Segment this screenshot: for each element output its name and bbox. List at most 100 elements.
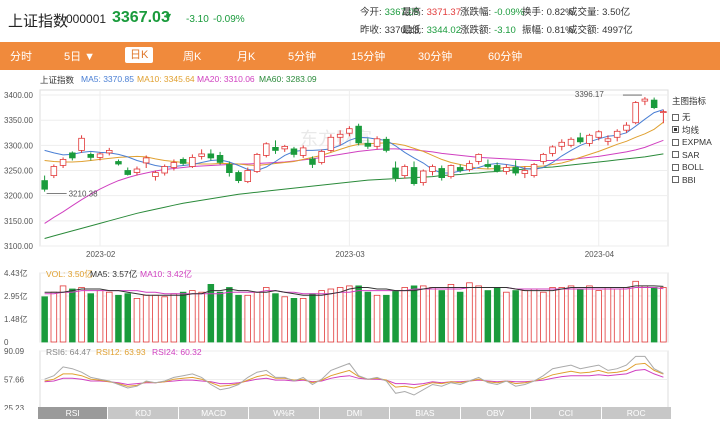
main-indicator-option-1[interactable]: 均线 (672, 124, 712, 137)
candle-body (650, 99, 658, 109)
sub-tab-macd[interactable]: MACD (178, 407, 249, 419)
stat-value: 3367.05 (384, 7, 419, 18)
tab-2[interactable]: 日K (125, 47, 154, 63)
candle-body (179, 159, 187, 164)
checkbox-icon[interactable] (672, 176, 679, 184)
candle-body (309, 158, 316, 165)
main-indicator-option-4[interactable]: BOLL (672, 161, 712, 174)
tab-1[interactable]: 5日 ▼ (64, 51, 96, 63)
checkbox-icon[interactable] (672, 126, 679, 134)
volume-bar (216, 291, 224, 343)
volume-bar (586, 285, 593, 343)
stat-label: 最高: (402, 7, 424, 18)
main-indicator-option-5[interactable]: BBI (672, 174, 712, 187)
main-y-tick: 3400.00 (4, 91, 33, 100)
volume-bar (567, 285, 575, 343)
candle-body (216, 155, 224, 163)
checkbox-icon[interactable] (672, 163, 679, 171)
stat-label: 振幅: (522, 25, 544, 36)
candle-body (383, 138, 390, 151)
candle-body (410, 167, 418, 185)
candle-body (115, 161, 122, 165)
stat-label: 最低: (402, 25, 424, 36)
volume-bar (318, 290, 325, 343)
candle-body (641, 98, 649, 102)
legend-indMain-0: 上证指数 (40, 75, 75, 85)
candle-body (133, 168, 141, 173)
tab-5[interactable]: 5分钟 (288, 51, 317, 63)
stat-1: 最高: 3371.37 (402, 4, 461, 18)
stat-4: 成交量: 3.50亿 (568, 4, 630, 18)
period-tabs: 分时 5日 ▼ 日K 周K 月K 5分钟 15分钟 30分钟 60分钟 (0, 42, 720, 70)
volume-y-tick: 1.48亿 (4, 314, 28, 324)
sub-tab-rsi[interactable]: RSI (38, 407, 108, 419)
candle-body (392, 167, 399, 179)
tab-3[interactable]: 周K (183, 51, 202, 63)
tab-6[interactable]: 15分钟 (351, 51, 386, 63)
option-label: EXPMA (682, 137, 712, 148)
candle-body (87, 154, 95, 158)
candle-body (59, 159, 67, 166)
volume-bar (604, 287, 612, 343)
tab-0[interactable]: 分时 (10, 51, 32, 63)
tab-4[interactable]: 月K (237, 51, 256, 63)
candle-body (503, 167, 510, 172)
checkbox-icon[interactable] (672, 138, 679, 146)
main-indicator-option-0[interactable]: 无 (672, 111, 712, 124)
candle-body (41, 180, 48, 190)
rsi12-line (44, 362, 664, 389)
main-indicator-option-3[interactable]: SAR (672, 149, 712, 162)
volume-bar (475, 285, 482, 343)
candle-body (438, 168, 445, 179)
volume-bar (290, 297, 298, 343)
volume-bar (650, 287, 658, 343)
candle-body (466, 163, 473, 170)
sub-tab-kdj[interactable]: KDJ (108, 407, 178, 419)
checkbox-icon[interactable] (672, 113, 679, 121)
sub-tab-roc[interactable]: ROC (601, 407, 671, 419)
rsi-y-tick: 90.09 (4, 347, 25, 356)
sub-tab-bias[interactable]: BIAS (390, 407, 460, 419)
stat-label: 昨收: (360, 25, 382, 36)
main-indicator-panel: 主图指标 无均线 EXPMA SAR BOLL BBI (672, 95, 712, 186)
volume-bar (595, 290, 603, 343)
volume-bar (512, 290, 519, 343)
checkbox-icon[interactable] (672, 151, 679, 159)
sub-tab-dmi[interactable]: DMI (319, 407, 390, 419)
sub-tab-cci[interactable]: CCI (531, 407, 601, 419)
option-label: BBI (682, 174, 696, 185)
legend-indMain-1: MA5: 3370.85 (81, 74, 134, 84)
candle-body (604, 138, 612, 142)
main-y-tick: 3200.00 (4, 192, 33, 201)
tab-7[interactable]: 30分钟 (418, 51, 453, 63)
stat-5: 昨收: 3370.13 (360, 22, 419, 36)
main-y-tick: 3150.00 (4, 217, 33, 226)
main-y-tick: 3250.00 (4, 167, 33, 176)
candle-body (318, 151, 325, 163)
volume-bar (466, 282, 473, 343)
candle-body (124, 170, 132, 175)
rsi-y-tick: 57.66 (4, 376, 25, 385)
main-indicator-option-2[interactable]: EXPMA (672, 136, 712, 149)
sub-indicator-tabs: RSI KDJ MACD W%R DMI BIAS OBV CCI ROC (38, 407, 672, 419)
rsi6-line (44, 355, 664, 396)
sub-tab-wr[interactable]: W%R (249, 407, 319, 419)
tab-8[interactable]: 60分钟 (488, 51, 523, 63)
candle-body (558, 141, 566, 147)
stat-label: 涨跌额: (460, 25, 492, 36)
stat-label: 成交额: (568, 25, 600, 36)
index-name: 上证指数 (8, 13, 69, 30)
legend-indVol-0: VOL: 3.50亿 (46, 269, 93, 279)
candle-body (512, 167, 519, 174)
stat-3: 换手: 0.82% (522, 4, 574, 18)
kline-chart[interactable]: 3400.00 3350.00 3300.00 3250.00 3200.00 3150.… (0, 70, 720, 410)
volume-bar (410, 285, 418, 343)
stat-value: 3370.13 (384, 25, 419, 36)
volume-bar (281, 296, 288, 343)
sub-tab-obv[interactable]: OBV (460, 407, 531, 419)
candle-body (567, 138, 575, 146)
candle-body (429, 166, 436, 172)
candle-body (475, 154, 482, 162)
legend-indMain-4: MA60: 3283.09 (259, 74, 317, 84)
volume-bar (355, 285, 362, 343)
